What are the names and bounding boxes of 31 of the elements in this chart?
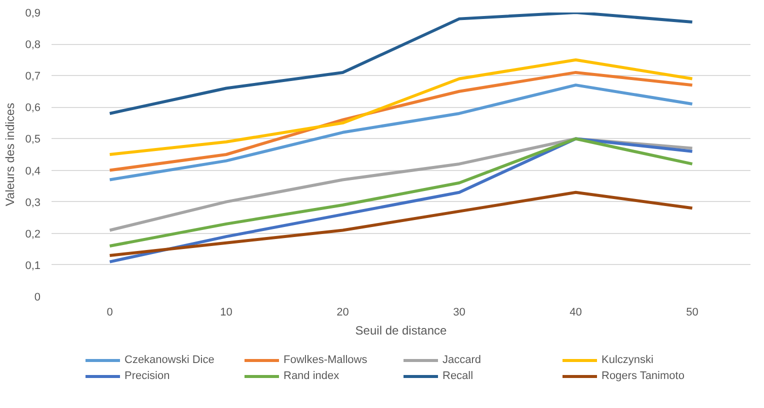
y-tick-label: 0,4: [25, 165, 41, 178]
line-series: [108, 84, 694, 182]
y-tick-label: 0,7: [25, 70, 41, 83]
legend-label: Czekanowski Dice: [124, 354, 216, 366]
line-series: [108, 58, 694, 156]
legend-label: Precision: [124, 370, 171, 382]
y-tick-label: 0,6: [25, 102, 41, 114]
x-tick-label: 50: [686, 306, 698, 318]
x-axis-title: Seuil de distance: [355, 324, 448, 338]
y-tick-label: 0,1: [25, 260, 41, 272]
x-tick-label: 10: [220, 306, 232, 318]
legend-label: Recall: [442, 370, 474, 382]
y-tick-label: 0,5: [25, 134, 41, 146]
y-tick-label: 0: [34, 292, 41, 304]
legend-label: Jaccard: [442, 354, 482, 366]
y-tick-label: 0,2: [25, 228, 41, 240]
y-tick-label: 0,9: [25, 8, 41, 20]
x-tick-label: 0: [106, 306, 113, 318]
legend-label: Rand index: [284, 370, 340, 382]
y-axis-title: Valeurs des indices: [3, 102, 18, 206]
x-tick-label: 40: [570, 306, 582, 318]
y-tick-label: 0,3: [25, 196, 41, 209]
line-series: [108, 70, 694, 172]
legend-label: Fowlkes-Mallows: [284, 354, 368, 366]
line-series: [108, 190, 694, 257]
y-tick-label: 0,8: [25, 39, 41, 52]
x-tick-label: 20: [336, 306, 349, 318]
x-tick-label: 30: [453, 306, 466, 318]
legend-label: Kulczynski: [602, 354, 654, 366]
line-series: [108, 12, 694, 115]
legend-label: Rogers Tanimoto: [602, 370, 686, 382]
